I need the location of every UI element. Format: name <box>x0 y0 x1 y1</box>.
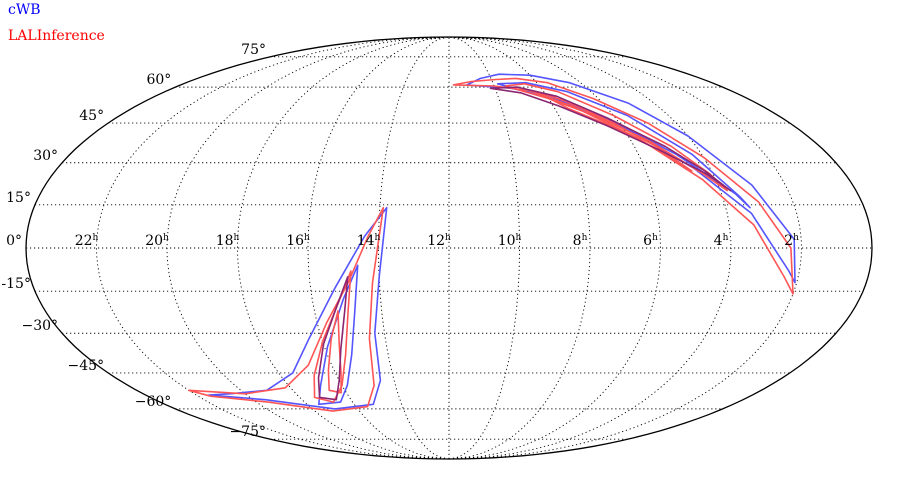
region-LAL-inner-north <box>535 90 693 172</box>
ra-label-10h: 10h <box>498 233 522 249</box>
meridian-20h <box>166 36 450 460</box>
ra-label-14h: 14h <box>357 233 381 249</box>
dec-label: −45° <box>68 358 105 374</box>
ra-label-4h: 4h <box>714 233 729 249</box>
region-cWB-outer-north <box>466 73 796 284</box>
dec-label: 15° <box>6 190 31 206</box>
dec-label: −30° <box>22 318 59 334</box>
dec-label: 60° <box>146 72 171 88</box>
region-overlap-north <box>489 86 732 192</box>
dec-label: 0° <box>6 233 22 249</box>
ra-label-12h: 12h <box>427 233 451 249</box>
dec-label: −60° <box>135 394 172 410</box>
meridian-4h <box>448 36 732 460</box>
region-LAL-outer-north <box>452 77 794 295</box>
region-overlap-south <box>317 276 349 401</box>
region-LAL-inner-south <box>327 310 342 394</box>
legend-item-lalinference: LALInference <box>8 28 105 44</box>
dec-label: 45° <box>79 108 104 124</box>
dec-label: 30° <box>33 148 58 164</box>
ra-label-8h: 8h <box>573 233 588 249</box>
ra-label-6h: 6h <box>643 233 658 249</box>
ra-label-18h: 18h <box>216 233 240 249</box>
meridian-6h <box>448 36 661 460</box>
dec-label: 75° <box>241 42 266 58</box>
ra-label-22h: 22h <box>75 233 99 249</box>
ra-label-20h: 20h <box>145 233 169 249</box>
ra-label-16h: 16h <box>286 233 310 249</box>
map-boundary <box>25 36 873 460</box>
ra-label-2h: 2h <box>784 233 799 249</box>
axis-labels: 22h 20h 18h 16h 14h 12h 10h 8h 6h 4h 2h 75° 60° 45° 30… <box>1 42 799 440</box>
dec-label: −75° <box>229 424 266 440</box>
credible-regions <box>187 73 796 412</box>
graticule <box>26 36 872 460</box>
legend-item-cwb: cWB <box>8 2 41 18</box>
dec-label: -15° <box>1 276 31 292</box>
